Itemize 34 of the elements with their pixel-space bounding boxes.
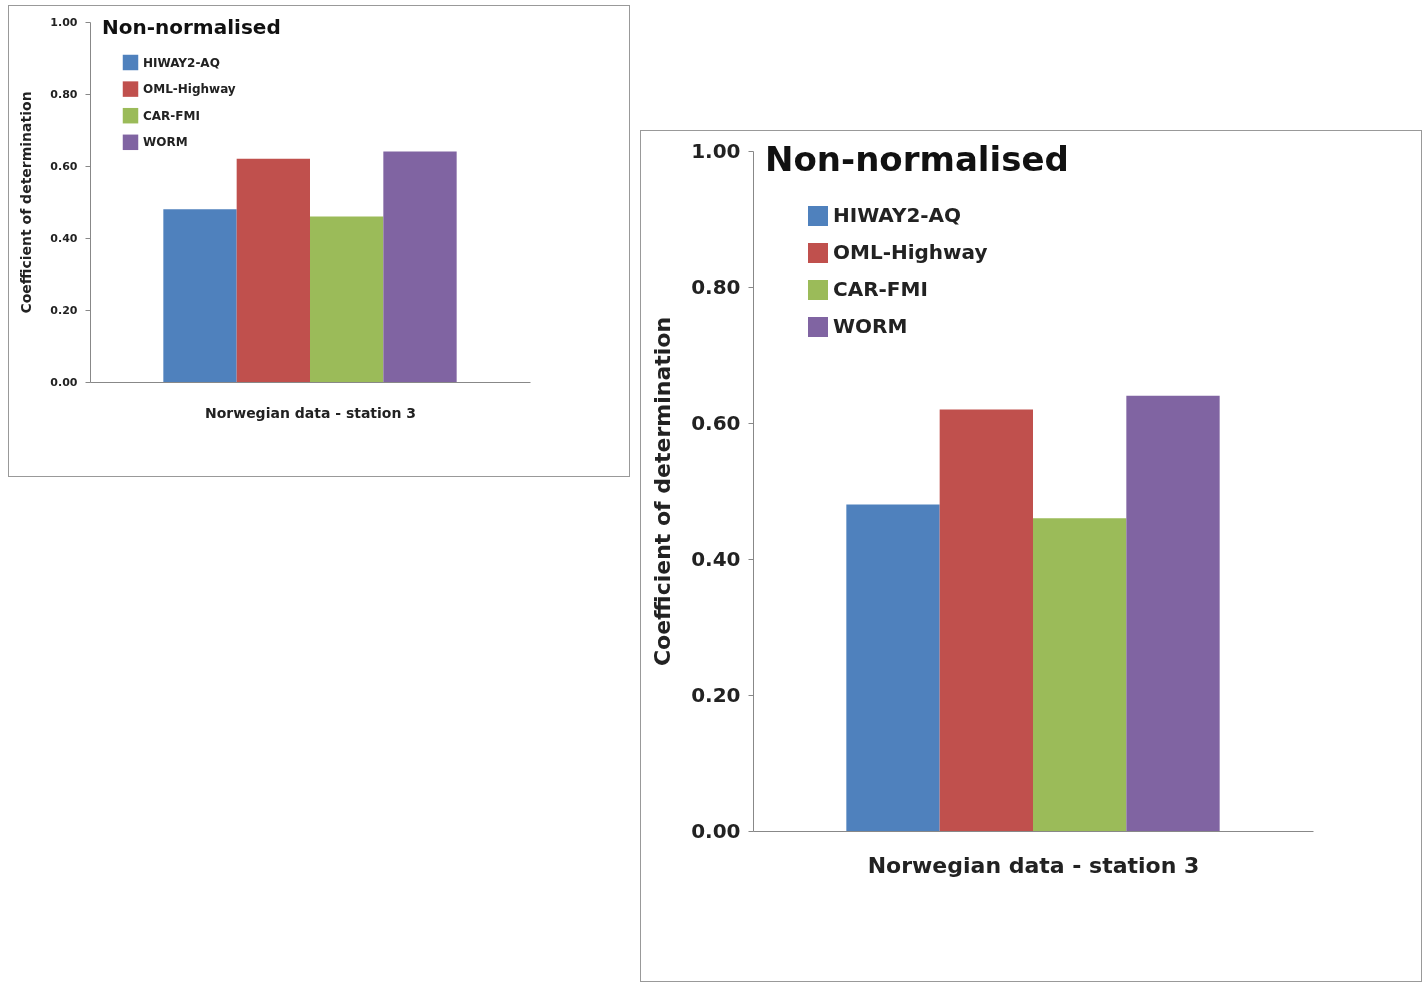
y-tick-label: 0.60: [50, 159, 78, 173]
bar: [236, 158, 310, 382]
x-axis-title: Norwegian data - station 3: [867, 852, 1200, 878]
y-tick-label: 0.20: [691, 682, 741, 707]
y-tick-label: 0.60: [691, 410, 741, 435]
bar: [310, 216, 384, 382]
legend-label: OML-Highway: [143, 82, 236, 97]
legend-label: OML-Highway: [833, 240, 988, 264]
bar: [846, 504, 940, 831]
legend-label: WORM: [833, 314, 908, 338]
y-tick-label: 1.00: [50, 15, 78, 29]
y-tick-label: 0.00: [691, 818, 741, 843]
bar: [1033, 518, 1127, 831]
bar: [939, 409, 1033, 831]
y-tick-label: 0.80: [50, 87, 78, 101]
y-axis-title: Coefficient of determination: [650, 316, 676, 667]
legend-label: HIWAY2-AQ: [833, 203, 962, 227]
x-axis-title: Norwegian data - station 3: [204, 404, 417, 421]
chart-title: Non-normalised: [765, 139, 1069, 180]
bar: [383, 151, 457, 382]
bar: [1126, 395, 1220, 831]
legend-label: CAR-FMI: [833, 277, 928, 301]
y-tick-label: 0.40: [691, 546, 741, 571]
legend-label: WORM: [143, 135, 188, 150]
chart-title: Non-normalised: [102, 15, 281, 39]
legend-label: CAR-FMI: [143, 108, 200, 123]
y-tick-label: 1.00: [691, 138, 741, 163]
bar: [163, 209, 237, 382]
y-tick-label: 0.00: [50, 375, 78, 389]
y-tick-label: 0.20: [50, 303, 78, 317]
legend-label: HIWAY2-AQ: [143, 55, 220, 70]
y-axis-title: Coefficient of determination: [18, 91, 35, 314]
y-tick-label: 0.40: [50, 231, 78, 245]
y-tick-label: 0.80: [691, 274, 741, 299]
